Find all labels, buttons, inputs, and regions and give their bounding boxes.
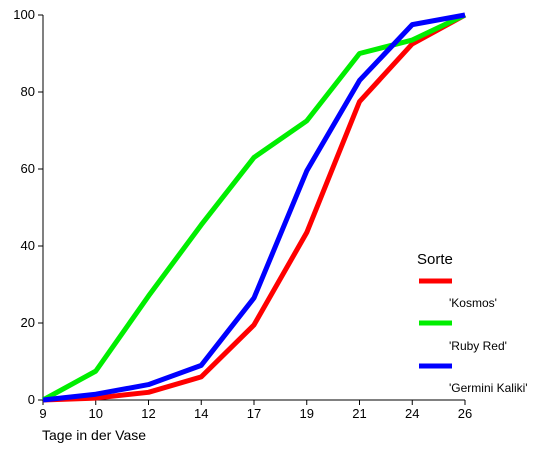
y-tick-label: 40 <box>21 238 35 253</box>
x-tick-label: 26 <box>458 406 472 421</box>
x-tick-label: 12 <box>141 406 155 421</box>
y-axis-ticks: 0 20 40 60 80 100 <box>13 7 43 407</box>
series-line-1 <box>42 12 467 403</box>
legend-label: 'Kosmos' <box>449 296 497 310</box>
x-tick-label: 14 <box>194 406 208 421</box>
x-axis-ticks: 9 10 12 14 17 19 21 24 26 <box>39 400 472 421</box>
legend: Sorte 'Kosmos' 'Ruby Red' 'Germini Kaliki' <box>417 251 528 395</box>
y-tick-label: 60 <box>21 161 35 176</box>
x-tick-label: 9 <box>39 406 46 421</box>
x-tick-label: 17 <box>247 406 261 421</box>
axes <box>42 15 465 401</box>
x-tick-label: 24 <box>405 406 419 421</box>
series-lines <box>41 12 467 403</box>
x-tick-label: 19 <box>300 406 314 421</box>
y-tick-label: 80 <box>21 84 35 99</box>
series-line-3 <box>42 12 466 403</box>
y-tick-label: 0 <box>28 392 35 407</box>
legend-label: 'Germini Kaliki' <box>449 381 528 395</box>
y-tick-label: 100 <box>13 7 35 22</box>
x-tick-label: 10 <box>89 406 103 421</box>
legend-label: 'Ruby Red' <box>449 339 507 353</box>
y-tick-label: 20 <box>21 315 35 330</box>
legend-title: Sorte <box>417 251 453 268</box>
x-tick-label: 21 <box>352 406 366 421</box>
series-line-2 <box>41 12 467 403</box>
x-axis-title: Tage in der Vase <box>42 427 146 443</box>
